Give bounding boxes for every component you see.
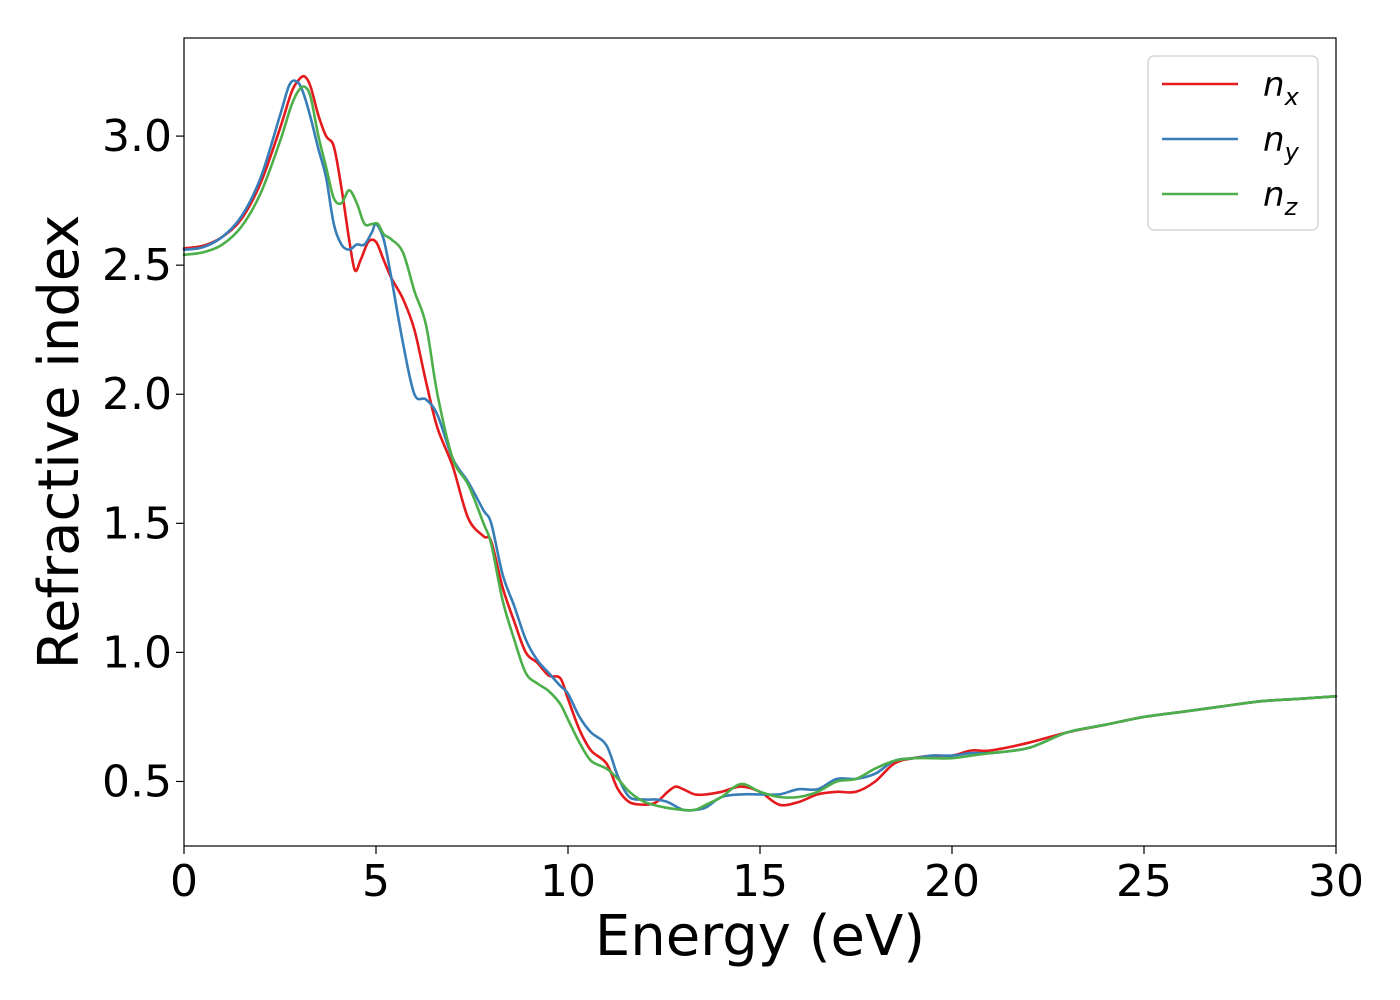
series-line-ny xyxy=(182,79,1338,812)
x-axis-title: Energy (eV) xyxy=(595,904,925,969)
y-tick-label: 1.0 xyxy=(102,627,172,678)
x-tick-label: 25 xyxy=(1116,856,1172,907)
x-tick-label: 20 xyxy=(924,856,980,907)
series-layer xyxy=(182,74,1338,812)
y-tick-label: 1.5 xyxy=(102,498,172,549)
y-axis-title: Refractive index xyxy=(27,215,92,670)
y-axis-ticks: 0.5 1.0 1.5 2.0 2.5 3.0 xyxy=(102,111,184,807)
series-line-nz xyxy=(182,85,1338,812)
plot-background xyxy=(184,38,1336,846)
y-tick-label: 0.5 xyxy=(102,756,172,807)
x-axis-ticks: 0 5 10 15 20 25 30 xyxy=(170,846,1364,907)
x-tick-label: 10 xyxy=(540,856,596,907)
x-tick-label: 0 xyxy=(170,856,198,907)
y-tick-label: 2.5 xyxy=(102,240,172,291)
x-tick-label: 30 xyxy=(1308,856,1364,907)
x-tick-label: 15 xyxy=(732,856,788,907)
legend-label-nz: nz xyxy=(1263,175,1299,221)
legend-box xyxy=(1147,55,1319,231)
x-tick-label: 5 xyxy=(362,856,390,907)
y-tick-label: 3.0 xyxy=(102,111,172,162)
legend: nx ny nz xyxy=(1147,55,1319,231)
y-tick-label: 2.0 xyxy=(102,369,172,420)
legend-label-ny: ny xyxy=(1263,120,1300,166)
legend-label-nx: nx xyxy=(1263,65,1300,111)
